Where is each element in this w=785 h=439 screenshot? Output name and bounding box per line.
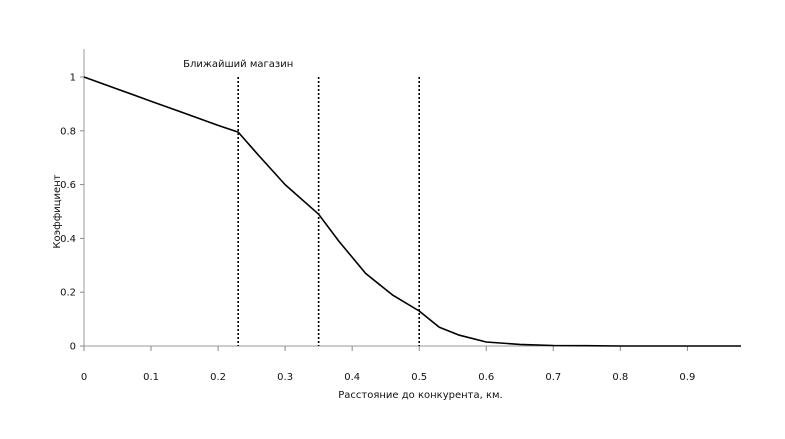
x-axis-title: Расстояние до конкурента, км. xyxy=(338,390,502,401)
y-tick-label: 0.2 xyxy=(60,288,76,299)
y-tick-label: 0.6 xyxy=(60,180,76,191)
y-tick-label: 1 xyxy=(70,73,76,84)
y-axis-title: Коэффициент xyxy=(52,174,63,248)
x-tick-label: 0.2 xyxy=(210,372,226,383)
x-tick-label: 0.6 xyxy=(478,372,494,383)
x-ticks: 0 0.1 0.2 0.3 0.4 0.5 0.6 0.7 0.8 0.9 xyxy=(81,346,695,383)
y-tick-label: 0 xyxy=(70,342,76,353)
x-tick-label: 0.1 xyxy=(143,372,159,383)
y-tick-label: 0.4 xyxy=(60,234,76,245)
x-tick-label: 0.3 xyxy=(277,372,293,383)
x-tick-label: 0.4 xyxy=(344,372,360,383)
x-tick-label: 0 xyxy=(81,372,87,383)
reference-line-label: Ближайший магазин xyxy=(183,59,293,70)
reference-lines: Ближайший магазин xyxy=(183,59,421,346)
series-line xyxy=(83,76,741,347)
x-tick-label: 0.7 xyxy=(545,372,561,383)
x-tick-label: 0.5 xyxy=(411,372,427,383)
y-ticks: 0 0.2 0.4 0.6 0.8 1 xyxy=(60,73,84,353)
x-tick-label: 0.9 xyxy=(679,372,695,383)
y-tick-label: 0.8 xyxy=(60,126,76,137)
x-tick-label: 0.8 xyxy=(612,372,628,383)
